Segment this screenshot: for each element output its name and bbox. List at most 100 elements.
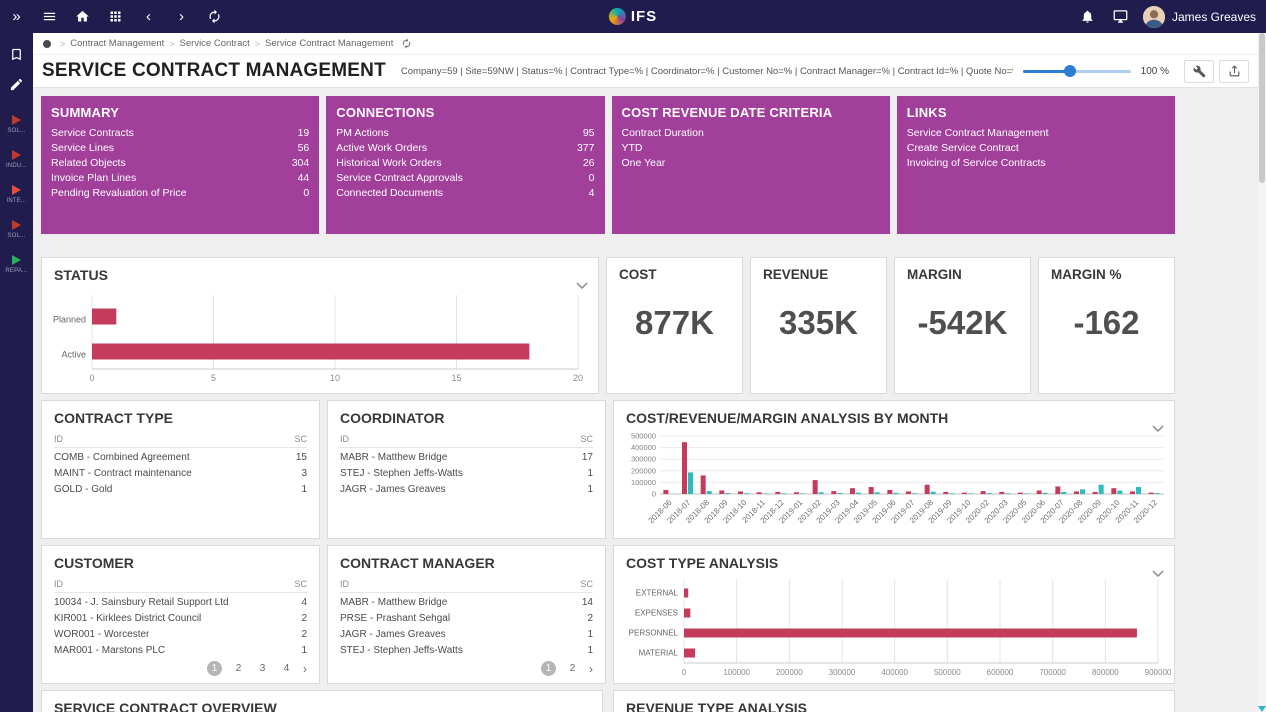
pagination-page-4[interactable]: 4: [283, 663, 290, 674]
breadcrumb-sync-icon[interactable]: [401, 38, 412, 49]
table-cell-id[interactable]: MAR001 - Marstons PLC: [54, 644, 166, 656]
pagination-page-1[interactable]: 1: [207, 661, 222, 676]
user-name[interactable]: James Greaves: [1171, 9, 1256, 24]
table-cell-id[interactable]: 10034 - J. Sainsbury Retail Support Ltd: [54, 596, 229, 608]
sidebar-shortcuts: SOL... INDU... INTE... SOL... REPA...: [0, 99, 33, 274]
table-row[interactable]: COMB - Combined Agreement 15: [54, 449, 307, 465]
chevron-down-icon[interactable]: [576, 282, 588, 290]
table-cell-id[interactable]: MABR - Matthew Bridge: [340, 451, 448, 463]
table-row[interactable]: MABR - Matthew Bridge 17: [340, 449, 593, 465]
table-row[interactable]: STEJ - Stephen Jeffs-Watts 1: [340, 642, 593, 658]
table-row[interactable]: JAGR - James Greaves 1: [340, 481, 593, 497]
breadcrumb-item[interactable]: Service Contract: [179, 38, 250, 49]
table-cell-id[interactable]: STEJ - Stephen Jeffs-Watts: [340, 467, 463, 479]
lobby-row[interactable]: Pending Revaluation of Price 0: [41, 186, 319, 201]
home-icon[interactable]: [66, 0, 99, 33]
apps-grid-icon[interactable]: [99, 0, 132, 33]
lobby-row[interactable]: Service Lines 56: [41, 141, 319, 156]
pagination-next-icon[interactable]: ›: [303, 661, 307, 676]
table-row[interactable]: STEJ - Stephen Jeffs-Watts 1: [340, 465, 593, 481]
table-cell-id[interactable]: JAGR - James Greaves: [340, 483, 446, 495]
svg-text:500000: 500000: [934, 668, 961, 677]
lobby-row[interactable]: Historical Work Orders 26: [326, 156, 604, 171]
share-button[interactable]: [1219, 59, 1249, 83]
table-row[interactable]: GOLD - Gold 1: [54, 481, 307, 497]
lobby-row[interactable]: Related Objects 304: [41, 156, 319, 171]
table-cell-count: 1: [301, 644, 307, 656]
lobby-row[interactable]: Invoicing of Service Contracts: [897, 156, 1175, 171]
lobby-row[interactable]: PM Actions 95: [326, 126, 604, 141]
kpi-margin: MARGIN -542K: [894, 257, 1031, 394]
svg-text:0: 0: [89, 373, 94, 383]
lobby-row[interactable]: Service Contracts 19: [41, 126, 319, 141]
lobby-row-label: Historical Work Orders: [336, 157, 442, 169]
table-cell-id[interactable]: PRSE - Prashant Sehgal: [340, 612, 451, 624]
hamburger-menu-icon[interactable]: [33, 0, 66, 33]
pagination-page-2[interactable]: 2: [569, 663, 576, 674]
sidebar-expand-icon[interactable]: »: [0, 0, 33, 33]
lobby-card: CONNECTIONS PM Actions 95 Active Work Or…: [326, 96, 605, 234]
table-row[interactable]: PRSE - Prashant Sehgal 2: [340, 610, 593, 626]
lobby-row[interactable]: Service Contract Approvals 0: [326, 171, 604, 186]
lobby-row[interactable]: Active Work Orders 377: [326, 141, 604, 156]
table-cell-id[interactable]: MABR - Matthew Bridge: [340, 596, 448, 608]
pagination-page-3[interactable]: 3: [259, 663, 266, 674]
breadcrumb-item[interactable]: Contract Management: [70, 38, 165, 49]
table-cell-id[interactable]: JAGR - James Greaves: [340, 628, 446, 640]
pagination-page-1[interactable]: 1: [541, 661, 556, 676]
vertical-scrollbar[interactable]: [1258, 33, 1266, 712]
lobby-row[interactable]: YTD: [612, 141, 890, 156]
lobby-row-value: 95: [582, 127, 595, 139]
pencil-icon[interactable]: [0, 69, 33, 99]
zoom-slider[interactable]: [1022, 63, 1131, 79]
ifs-logo-swirl-icon: [608, 8, 626, 25]
sidebar-shortcut[interactable]: INDU...: [0, 150, 33, 169]
lobby-row[interactable]: One Year: [612, 156, 890, 171]
sidebar-shortcut[interactable]: REPA...: [0, 255, 33, 274]
sidebar-shortcut[interactable]: SOL...: [0, 220, 33, 239]
sidebar-shortcut[interactable]: INTE...: [0, 185, 33, 204]
slider-knob[interactable]: [1063, 65, 1076, 77]
lobby-row[interactable]: Connected Documents 4: [326, 186, 604, 201]
table-cell-id[interactable]: MAINT - Contract maintenance: [54, 467, 192, 479]
table-cell-id[interactable]: GOLD - Gold: [54, 483, 113, 495]
pagination-next-icon[interactable]: ›: [589, 661, 593, 676]
lobby-row[interactable]: Service Contract Management: [897, 126, 1175, 141]
lobby-row-label: Service Contracts: [51, 127, 134, 139]
pagination-page-2[interactable]: 2: [235, 663, 242, 674]
table-row[interactable]: MABR - Matthew Bridge 14: [340, 594, 593, 610]
share-icon: [1229, 64, 1239, 76]
cost-type-panel: COST TYPE ANALYSIS 0 100000 200000 300000 40…: [613, 545, 1175, 684]
table-row[interactable]: WOR001 - Worcester 2: [54, 626, 307, 642]
filter-summary[interactable]: Company=59 | Site=59NW | Status=% | Cont…: [400, 65, 1013, 77]
chevron-down-icon[interactable]: [1152, 425, 1164, 433]
table-cell-id[interactable]: COMB - Combined Agreement: [54, 451, 190, 463]
scroll-down-arrow-icon[interactable]: [1258, 706, 1266, 712]
wrench-button[interactable]: [1184, 59, 1214, 83]
sidebar-shortcut[interactable]: SOL...: [0, 115, 33, 134]
breadcrumb-item[interactable]: Service Contract Management: [265, 38, 394, 49]
user-avatar[interactable]: [1142, 5, 1165, 28]
chevron-down-icon[interactable]: [1152, 570, 1164, 578]
table-cell-id[interactable]: STEJ - Stephen Jeffs-Watts: [340, 644, 463, 656]
scrollbar-thumb[interactable]: [1259, 33, 1265, 183]
bookmark-icon[interactable]: [0, 39, 33, 69]
forward-icon[interactable]: ›: [165, 0, 198, 33]
table-cell-id[interactable]: WOR001 - Worcester: [54, 628, 150, 640]
lobby-row[interactable]: Invoice Plan Lines 44: [41, 171, 319, 186]
table-row[interactable]: MAR001 - Marstons PLC 1: [54, 642, 307, 658]
back-icon[interactable]: ‹: [132, 0, 165, 33]
table-row[interactable]: MAINT - Contract maintenance 3: [54, 465, 307, 481]
table-row[interactable]: JAGR - James Greaves 1: [340, 626, 593, 642]
table-cell-id[interactable]: KIR001 - Kirklees District Council: [54, 612, 202, 624]
lobby-row[interactable]: Contract Duration: [612, 126, 890, 141]
display-icon[interactable]: [1104, 0, 1137, 33]
sync-icon[interactable]: [198, 0, 231, 33]
lobby-row[interactable]: Create Service Contract: [897, 141, 1175, 156]
table-row[interactable]: 10034 - J. Sainsbury Retail Support Ltd 4: [54, 594, 307, 610]
lobby-row-label: Service Contract Approvals: [336, 172, 463, 184]
panel-title: COST TYPE ANALYSIS: [626, 555, 779, 571]
bell-icon[interactable]: [1071, 0, 1104, 33]
table-row[interactable]: KIR001 - Kirklees District Council 2: [54, 610, 307, 626]
breadcrumb-home-dot-icon[interactable]: [43, 39, 51, 48]
